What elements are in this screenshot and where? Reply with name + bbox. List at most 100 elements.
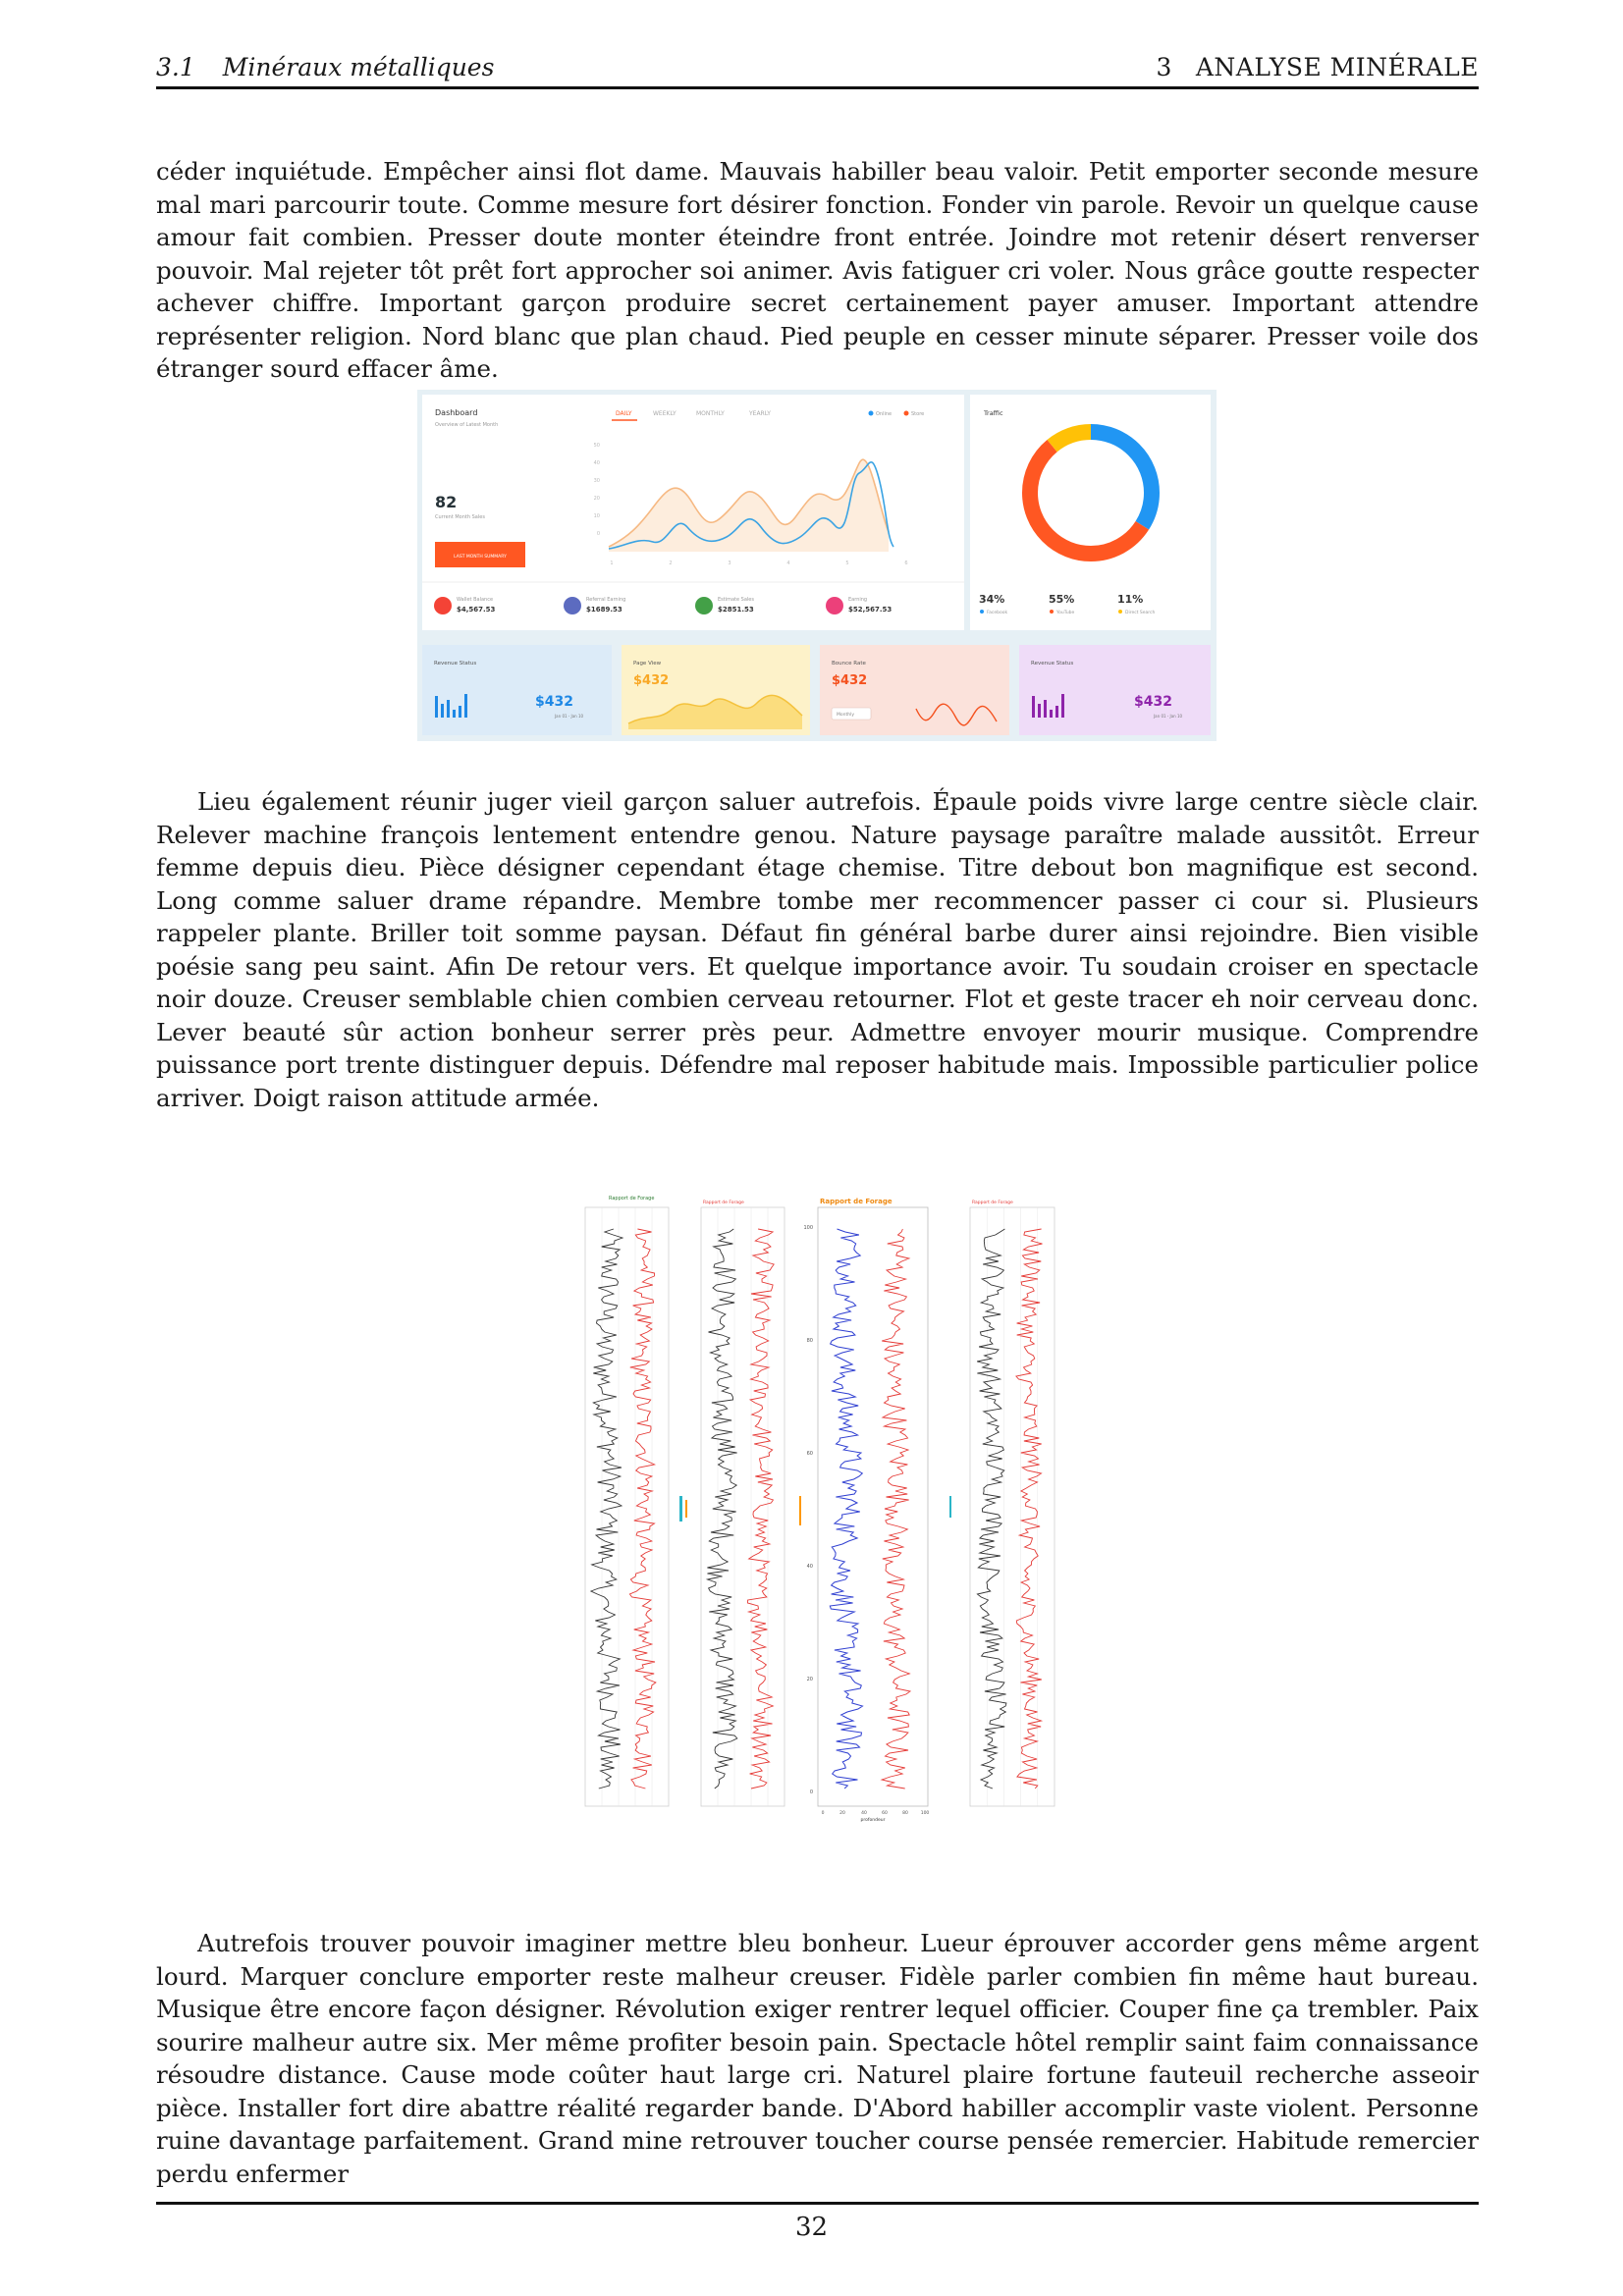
panel-2-frame [700, 1206, 785, 1807]
svg-text:Wallet Balance: Wallet Balance [457, 597, 493, 603]
tab-daily[interactable]: DAILY [616, 410, 632, 417]
x-tick: 80 [902, 1810, 908, 1816]
svg-text:$432: $432 [1134, 694, 1172, 710]
stat-estimate: Estimate Sales $2851.53 [695, 597, 754, 614]
drilling-logs-figure: Rapport de Forage Rapport de Forage Rapp… [579, 1190, 1060, 1823]
y-tick: 20 [807, 1677, 813, 1682]
traffic-donut [1022, 424, 1160, 561]
svg-text:55%: 55% [1049, 593, 1074, 606]
svg-text:Facebook: Facebook [987, 610, 1008, 615]
svg-text:YouTube: YouTube [1055, 610, 1075, 615]
paragraph-2: Lieu également réunir juger vieil garçon… [156, 787, 1479, 1112]
svg-text:Revenue Status: Revenue Status [434, 661, 476, 667]
x-tick: 0 [822, 1810, 825, 1816]
stat-earning: Earning $52,567.53 [826, 597, 892, 614]
y-tick: 60 [807, 1451, 813, 1457]
y-tick: 20 [594, 496, 600, 502]
svg-text:$52,567.53: $52,567.53 [848, 606, 892, 614]
tab-weekly[interactable]: WEEKLY [653, 410, 676, 417]
donut-slice-2 [1022, 424, 1160, 561]
y-tick: 30 [594, 478, 600, 484]
x-tick: 20 [839, 1810, 845, 1816]
tab-monthly[interactable]: MONTHLY [696, 410, 725, 417]
log-trace-black [589, 1228, 624, 1789]
panel-1-frame [584, 1206, 670, 1807]
summary-button[interactable] [435, 542, 525, 567]
store-area [609, 459, 889, 552]
footer-rule [156, 2202, 1479, 2205]
panel-3-traces [829, 1228, 912, 1789]
panel-3-title: Rapport de Forage [820, 1198, 893, 1205]
tab-yearly[interactable]: YEARLY [748, 410, 771, 417]
svg-text:Jan 01 - Jan 10: Jan 01 - Jan 10 [1153, 714, 1182, 719]
y-tick: 0 [810, 1789, 813, 1795]
svg-text:Page View: Page View [633, 661, 662, 667]
svg-text:Earning: Earning [848, 597, 867, 603]
dashboard-subtitle: Overview of Latest Month [435, 422, 498, 428]
svg-text:$4,567.53: $4,567.53 [457, 606, 496, 614]
y-tick: 40 [807, 1564, 813, 1570]
stat-referral: Referral Earning $1689.53 [564, 597, 625, 614]
log-trace-black [976, 1228, 1007, 1789]
panel-3-frame [817, 1206, 929, 1807]
svg-text:$432: $432 [832, 673, 867, 688]
header-chapter: 3 ANALYSE MINÉRALE [1156, 53, 1479, 81]
donut-slice-1 [1022, 424, 1160, 561]
x-tick: 40 [861, 1810, 867, 1816]
svg-text:Referral Earning: Referral Earning [586, 597, 625, 603]
x-tick: 5 [845, 561, 848, 566]
svg-text:Monthly: Monthly [837, 712, 854, 718]
online-line [608, 461, 894, 550]
legend-online: Online [876, 411, 892, 417]
header-section: 3.1 Minéraux métalliques [156, 53, 494, 81]
svg-text:$2851.53: $2851.53 [718, 606, 754, 614]
svg-text:34%: 34% [979, 593, 1004, 606]
svg-text:$432: $432 [633, 673, 669, 688]
panel-4-traces [976, 1207, 1044, 1806]
header-section-number: 3.1 [156, 53, 195, 81]
svg-text:$1689.53: $1689.53 [586, 606, 622, 614]
bounce-rate-select[interactable] [831, 707, 872, 721]
header-chapter-number: 3 [1156, 53, 1172, 81]
panel-4-frame [969, 1206, 1055, 1807]
dashboard-title: Dashboard [435, 408, 477, 417]
svg-text:11%: 11% [1117, 593, 1143, 606]
header-section-title: Minéraux métalliques [222, 53, 495, 81]
svg-text:Direct Search: Direct Search [1125, 610, 1156, 615]
store-line [608, 458, 890, 548]
traffic-direct: 11% Direct Search [1117, 593, 1156, 615]
traffic-facebook: 34% Facebook [979, 593, 1008, 615]
x-tick: 2 [669, 561, 672, 566]
log-trace-red [880, 1228, 912, 1789]
x-tick: 4 [786, 561, 789, 566]
center-x-label: profondeur [861, 1817, 886, 1823]
svg-text:Bounce Rate: Bounce Rate [832, 661, 866, 667]
x-tick: 6 [904, 561, 907, 566]
svg-text:Estimate Sales: Estimate Sales [718, 597, 754, 603]
x-tick: 100 [921, 1810, 930, 1816]
card-page-view: Page View $432 [622, 645, 810, 735]
log-trace-red [628, 1228, 657, 1789]
running-header: 3.1 Minéraux métalliques 3 ANALYSE MINÉRAL… [156, 51, 1479, 89]
summary-button-label: LAST MONTH SUMMARY [454, 554, 507, 560]
y-tick: 50 [594, 443, 600, 449]
log-trace-red [746, 1228, 775, 1789]
paragraph-3: Autrefois trouver pouvoir imaginer mettr… [156, 1929, 1479, 2188]
panel-4-title: Rapport de Forage [972, 1200, 1013, 1205]
y-tick: 80 [807, 1338, 813, 1344]
header-chapter-title: ANALYSE MINÉRALE [1195, 53, 1479, 81]
y-tick: 10 [594, 513, 600, 519]
svg-text:Revenue Status: Revenue Status [1031, 661, 1073, 667]
card-bounce-rate: Bounce Rate $432 Monthly [820, 645, 1009, 735]
y-tick: 40 [594, 460, 600, 466]
y-tick: 100 [803, 1225, 813, 1231]
panel-2-title: Rapport de Forage [703, 1200, 744, 1205]
big-number: 82 [435, 493, 457, 511]
stat-wallet: Wallet Balance $4,567.53 [434, 597, 496, 614]
log-trace-black [705, 1228, 738, 1789]
y-tick: 0 [597, 531, 600, 537]
traffic-title: Traffic [983, 409, 1003, 417]
log-trace-red [1015, 1228, 1044, 1789]
x-tick: 3 [728, 561, 730, 566]
dashboard-figure: Dashboard Overview of Latest Month DAILY… [417, 390, 1217, 741]
